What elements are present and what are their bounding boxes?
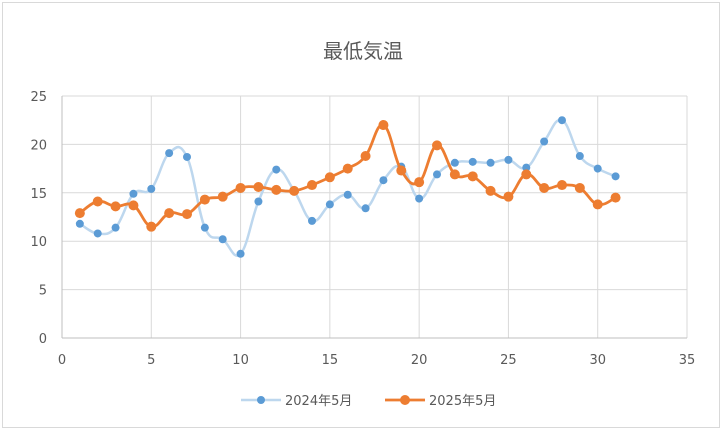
data-point	[539, 182, 550, 193]
data-point	[218, 235, 227, 244]
data-point	[110, 201, 121, 212]
data-point	[271, 184, 282, 195]
data-point	[415, 194, 424, 203]
x-tick-label: 0	[58, 353, 66, 368]
legend-label: 2024年5月	[285, 394, 352, 409]
data-point	[486, 158, 495, 167]
data-point	[360, 151, 371, 162]
data-point	[200, 223, 209, 232]
data-point	[521, 169, 532, 180]
y-tick-label: 5	[39, 284, 47, 299]
data-point	[272, 165, 281, 174]
data-point	[75, 219, 84, 228]
series-line	[79, 118, 617, 257]
x-tick-label: 5	[147, 353, 155, 368]
data-point	[593, 164, 602, 173]
legend-marker	[400, 395, 410, 405]
data-point	[235, 182, 246, 193]
legend-label: 2025年5月	[429, 394, 496, 409]
data-point	[92, 196, 103, 207]
legend-item-1: 2024年5月	[241, 394, 352, 409]
data-point	[199, 194, 210, 205]
grid	[62, 95, 688, 338]
y-tick-label: 25	[30, 90, 47, 105]
data-point	[522, 163, 531, 172]
legend: 2024年5月 2025年5月	[241, 394, 496, 409]
data-point	[182, 209, 192, 220]
data-point	[342, 163, 353, 174]
data-point	[325, 200, 334, 209]
y-tick-label: 10	[30, 235, 47, 250]
data-point	[574, 182, 585, 193]
series-2	[74, 120, 621, 232]
axes: 0 5 10 15 20 25 0 5 10 15 20 25 30 35	[30, 90, 695, 368]
x-tick-label: 30	[589, 353, 606, 368]
data-point	[164, 208, 175, 219]
data-point	[236, 249, 245, 258]
series-line	[79, 123, 617, 229]
data-point	[253, 181, 264, 192]
data-point	[558, 116, 566, 125]
data-point	[450, 158, 459, 167]
data-point	[147, 184, 156, 193]
x-tick-label: 25	[500, 353, 517, 368]
data-point	[111, 223, 120, 232]
data-point	[610, 192, 621, 203]
series-1	[75, 116, 620, 258]
series-group	[74, 116, 621, 258]
y-tick-label: 0	[39, 332, 47, 347]
data-point	[449, 169, 460, 180]
data-point	[414, 177, 425, 188]
data-point	[183, 152, 191, 161]
data-point	[379, 176, 388, 185]
data-point	[307, 180, 317, 191]
data-point	[128, 200, 139, 211]
data-point	[467, 171, 478, 182]
data-point	[396, 165, 407, 176]
data-point	[93, 229, 102, 238]
data-point	[217, 191, 228, 202]
data-point	[540, 137, 549, 146]
data-point	[324, 172, 335, 183]
y-tick-label: 15	[30, 187, 47, 202]
data-point	[308, 216, 316, 225]
y-tick-label: 20	[30, 138, 47, 153]
data-point	[503, 191, 514, 202]
data-point	[129, 189, 138, 198]
x-tick-label: 10	[232, 353, 249, 368]
data-point	[146, 221, 157, 232]
data-point	[361, 204, 370, 213]
legend-marker	[257, 396, 265, 404]
data-point	[343, 190, 352, 199]
data-point	[432, 140, 442, 151]
data-point	[575, 152, 584, 161]
data-point	[165, 149, 174, 158]
data-point	[504, 155, 513, 164]
data-point	[378, 120, 389, 131]
data-point	[433, 170, 441, 179]
data-point	[557, 180, 567, 191]
chart-frame: 最低気温 0 5 10 15 20 25 0 5 10 15 20 25 30 35 2024年5月 202…	[2, 2, 720, 428]
x-tick-label: 15	[322, 353, 339, 368]
data-point	[254, 197, 263, 206]
chart-title: 最低気温	[323, 39, 403, 63]
x-tick-label: 35	[679, 353, 696, 368]
data-point	[485, 185, 496, 196]
x-tick-label: 20	[411, 353, 428, 368]
legend-item-2: 2025年5月	[385, 394, 496, 409]
data-point	[289, 185, 300, 196]
data-point	[592, 199, 603, 210]
data-point	[468, 157, 477, 166]
data-point	[611, 172, 620, 181]
data-point	[74, 208, 85, 219]
